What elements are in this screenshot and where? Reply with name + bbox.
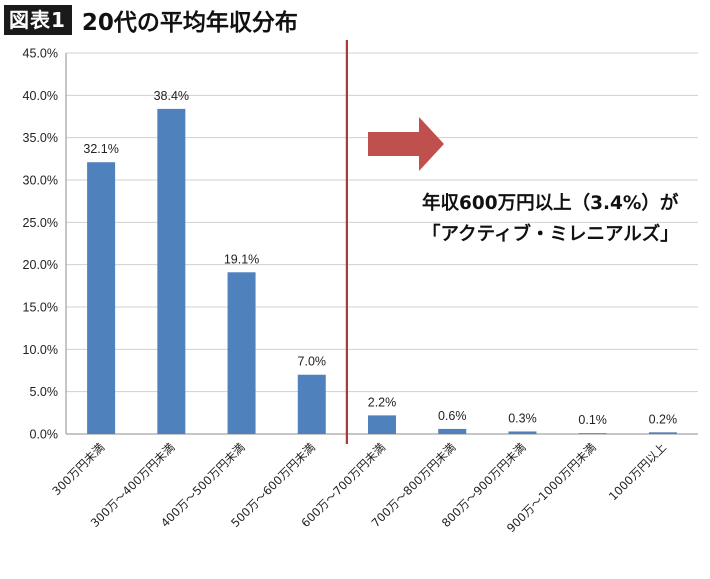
y-tick-label: 15.0%: [23, 301, 58, 315]
data-label: 0.3%: [508, 411, 537, 425]
bar: [297, 374, 326, 434]
right-arrow-icon: [368, 117, 444, 171]
bar: [227, 272, 256, 434]
y-tick-label: 35.0%: [23, 131, 58, 145]
x-tick-label: 1000万円以上: [606, 440, 669, 503]
y-tick-label: 20.0%: [23, 258, 58, 272]
annotation-line-2: 「アクティブ・ミレニアルズ」: [422, 224, 679, 245]
y-tick-label: 40.0%: [23, 89, 58, 103]
bar: [648, 432, 677, 434]
bar: [87, 162, 116, 434]
chart-header: 図表1 20代の平均年収分布: [4, 3, 298, 37]
data-label: 0.2%: [649, 412, 678, 426]
bar: [438, 428, 467, 434]
y-tick-label: 5.0%: [30, 385, 59, 399]
data-label: 2.2%: [368, 395, 397, 409]
data-label: 32.1%: [83, 142, 118, 156]
y-tick-label: 0.0%: [30, 428, 59, 442]
y-tick-label: 10.0%: [23, 343, 58, 357]
figure-badge: 図表1: [4, 5, 72, 35]
chart-title: 20代の平均年収分布: [81, 10, 298, 36]
bar: [368, 415, 396, 434]
annotation-line-1: 年収600万円以上（3.4%）が: [422, 193, 679, 214]
data-label: 0.6%: [438, 409, 467, 423]
data-label: 19.1%: [224, 252, 259, 266]
bar: [578, 433, 607, 434]
annotation-text: 年収600万円以上（3.4%）が 「アクティブ・ミレニアルズ」: [422, 188, 679, 250]
data-label: 38.4%: [154, 89, 189, 103]
y-tick-label: 30.0%: [23, 174, 58, 188]
bar: [157, 108, 186, 434]
y-tick-label: 45.0%: [23, 47, 58, 61]
bar: [508, 431, 537, 434]
data-label: 0.1%: [578, 413, 607, 427]
data-label: 7.0%: [298, 355, 327, 369]
x-tick-label: 300万円未満: [49, 440, 107, 498]
y-tick-label: 25.0%: [23, 216, 58, 230]
